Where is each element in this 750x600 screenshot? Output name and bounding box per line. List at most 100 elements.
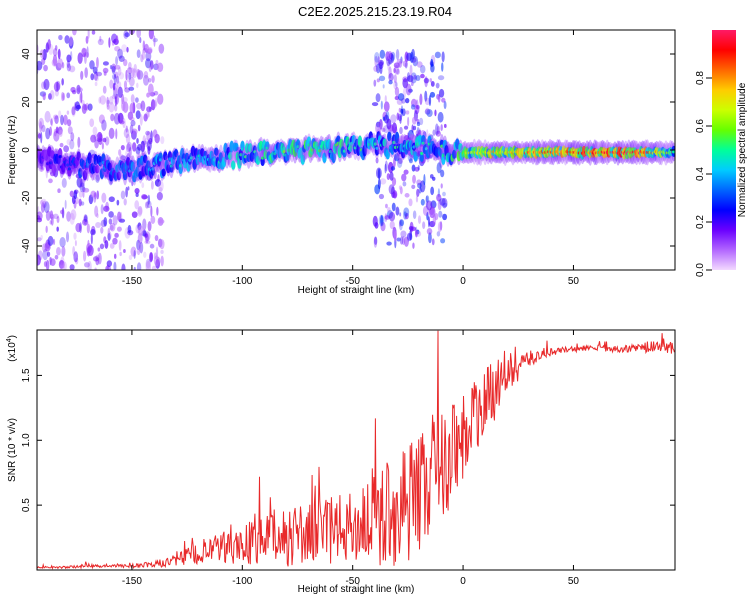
heatmap-ridge-cell [214, 147, 219, 156]
heatmap-noise-cell [61, 246, 66, 257]
heatmap-noise-cell [125, 186, 128, 198]
heatmap-noise-cell [42, 93, 46, 101]
heatmap-noise-cell [98, 96, 102, 104]
y-tick-label: 1.5 [21, 368, 32, 382]
heatmap-ridge-core [78, 168, 82, 172]
spectrogram-panel: -150 -100 -50 0 50 -40 -20 0 20 40 Height of str… [7, 29, 676, 296]
heatmap-noise-cell [378, 214, 385, 227]
heatmap-noise-cell [84, 52, 87, 64]
heatmap-noise-cell [45, 210, 51, 221]
heatmap-ridge-core [375, 146, 379, 150]
heatmap-noise-cell [417, 182, 422, 189]
heatmap-noise-cell [66, 92, 71, 99]
snr-panel: -150 -100 -50 0 50 0.5 1.0 1.5 Height of strai… [6, 329, 676, 595]
heatmap-noise-cell [407, 116, 410, 127]
colorbar-tick-label: 0.0 [695, 263, 706, 277]
heatmap-noise-cell [52, 54, 58, 66]
heatmap-noise-cell [146, 106, 152, 113]
heatmap-noise-cell [109, 79, 114, 89]
heatmap-noise-cell [59, 209, 64, 215]
heatmap-noise-cell [154, 97, 158, 107]
heatmap-ridge-cell [234, 142, 239, 152]
heatmap-ridge-cell [385, 149, 390, 160]
heatmap-noise-cell [157, 93, 164, 105]
heatmap-noise-cell [49, 258, 56, 267]
heatmap-noise-cell [426, 109, 433, 118]
heatmap-noise-cell [85, 35, 89, 44]
heatmap-noise-cell [79, 178, 85, 188]
heatmap-noise-cell [69, 212, 75, 225]
heatmap-noise-cell [401, 236, 406, 246]
heatmap-noise-cell [58, 34, 63, 41]
heatmap-noise-cell [384, 163, 387, 174]
snr-multiplier: (x104) [6, 335, 18, 362]
heatmap-noise-cell [101, 192, 107, 203]
heatmap-noise-cell [146, 48, 153, 55]
heatmap-noise-cell [121, 263, 126, 270]
heatmap-noise-cell [45, 259, 50, 270]
snr-multiplier-exponent: 4 [6, 338, 13, 342]
heatmap-ridge-core [296, 145, 300, 149]
heatmap-noise-cell [84, 262, 90, 268]
heatmap-noise-cell [440, 238, 446, 244]
heatmap-ridge-cell [255, 155, 261, 165]
heatmap-noise-cell [114, 232, 119, 238]
heatmap-noise-cell [379, 178, 387, 185]
heatmap-noise-cell [160, 219, 165, 224]
heatmap-noise-cell [393, 230, 397, 242]
colorbar-tick-label: 0.4 [695, 167, 706, 181]
heatmap-noise-cell [74, 240, 77, 247]
heatmap-ridge-core [393, 145, 398, 150]
heatmap-noise-cell [411, 116, 417, 125]
heatmap-ridge-core [265, 146, 269, 150]
heatmap-noise-cell [156, 62, 164, 73]
heatmap-ridge-core [189, 156, 194, 160]
heatmap-noise-cell [437, 75, 445, 81]
heatmap-noise-cell [136, 69, 141, 80]
heatmap-noise-cell [130, 119, 136, 127]
heatmap-noise-cell [375, 157, 379, 164]
heatmap-noise-cell [50, 216, 54, 226]
heatmap-noise-cell [397, 93, 405, 101]
y-tick-label: 0 [21, 147, 32, 153]
heatmap-noise-cell [442, 213, 448, 221]
heatmap-noise-cell [396, 58, 403, 65]
heatmap-ridge-core [287, 148, 291, 152]
heatmap-noise-cell [396, 237, 401, 242]
heatmap-noise-cell [118, 120, 125, 125]
heatmap-ridge-cell [394, 131, 400, 144]
heatmap-noise-cell [107, 231, 112, 241]
heatmap-noise-cell [109, 224, 114, 231]
heatmap-noise-cell [59, 129, 63, 138]
heatmap-noise-cell [79, 222, 82, 234]
heatmap-ridge-cell [419, 152, 424, 162]
heatmap-noise-cell [399, 219, 405, 227]
heatmap-noise-cell [137, 124, 141, 132]
heatmap-noise-cell [76, 87, 83, 93]
x-tick-label: -100 [232, 276, 252, 287]
heatmap-ridge-core [261, 156, 265, 160]
heatmap-noise-cell [102, 137, 107, 143]
heatmap-noise-cell [94, 267, 97, 270]
spectrogram-x-label: Height of straight line (km) [298, 285, 415, 296]
heatmap-noise-cell [143, 74, 150, 86]
heatmap-noise-cell [413, 74, 417, 80]
x-tick-label: -150 [122, 276, 142, 287]
heatmap-noise-cell [389, 52, 394, 60]
heatmap-noise-cell [416, 61, 423, 68]
heatmap-noise-cell [123, 249, 126, 254]
heatmap-noise-cell [94, 191, 97, 200]
heatmap-noise-cell [75, 257, 79, 265]
heatmap-noise-cell [399, 186, 403, 195]
heatmap-noise-cell [59, 142, 64, 148]
heatmap-noise-cell [114, 104, 118, 112]
x-tick-label: -150 [122, 576, 142, 587]
heatmap-noise-cell [38, 117, 44, 129]
heatmap-noise-cell [83, 215, 88, 226]
heatmap-noise-cell [66, 54, 72, 63]
heatmap-noise-cell [126, 73, 131, 83]
heatmap-noise-cell [37, 237, 42, 242]
heatmap-noise-cell [145, 58, 152, 69]
heatmap-noise-cell [94, 205, 99, 217]
heatmap-noise-cell [140, 140, 145, 153]
